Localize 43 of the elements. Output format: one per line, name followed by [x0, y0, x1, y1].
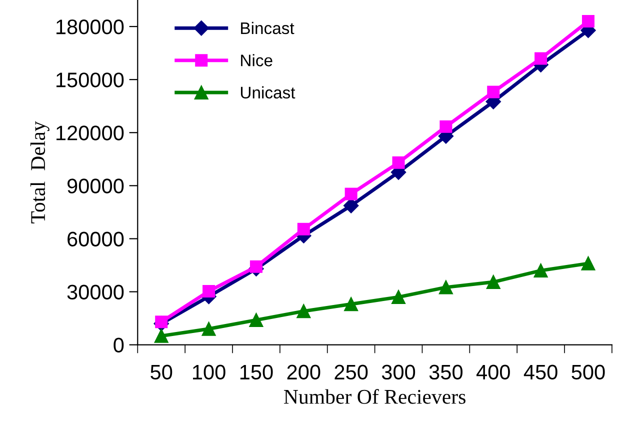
point	[154, 329, 168, 343]
x-tick-label: 50	[150, 364, 172, 380]
point	[438, 280, 453, 294]
point	[202, 322, 216, 336]
legend-label: Nice	[241, 54, 272, 66]
point	[534, 52, 548, 65]
x-tick-label: 450	[524, 364, 558, 380]
x-tick-label: 250	[334, 364, 368, 380]
y-tick-label: 30000	[67, 284, 124, 300]
point	[249, 313, 264, 327]
y-tick-label: 90000	[67, 178, 124, 194]
y-tick-label: 60000	[68, 232, 124, 246]
point	[344, 297, 358, 312]
point	[486, 275, 500, 289]
point	[344, 188, 358, 200]
y-tick-label: 120000	[56, 126, 124, 140]
x-tick-label: 150	[240, 364, 273, 380]
point	[296, 304, 311, 318]
x-tick-label: 100	[192, 364, 226, 380]
point	[155, 316, 168, 328]
x-tick-label: 500	[572, 364, 605, 380]
y-axis-title: Total Delay	[30, 121, 50, 224]
point	[534, 264, 548, 278]
legend-label: Bincast	[241, 22, 294, 34]
y-tick-label: 0	[114, 338, 124, 353]
point	[487, 86, 500, 98]
point	[250, 260, 262, 273]
x-tick-label: 350	[429, 364, 462, 380]
y-tick-label: 180000	[56, 20, 124, 34]
legend-label: Unicast	[240, 86, 296, 99]
y-tick-label: 150000	[56, 72, 124, 88]
x-tick-label: 200	[287, 364, 320, 380]
x-axis-title: Number Of Recievers	[284, 389, 466, 404]
point	[581, 256, 596, 270]
point	[392, 290, 406, 304]
x-tick-label: 300	[382, 364, 416, 380]
point	[582, 14, 594, 28]
point	[392, 156, 405, 169]
point	[202, 284, 216, 298]
point	[440, 120, 452, 133]
x-tick-label: 400	[476, 364, 510, 380]
point	[297, 222, 310, 236]
point	[344, 198, 359, 214]
